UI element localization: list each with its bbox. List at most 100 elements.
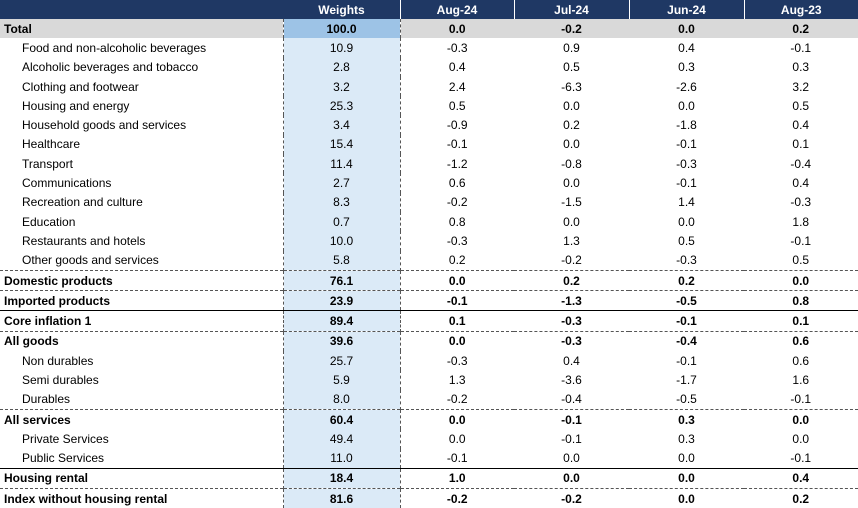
table-row: Index without housing rental 81.6 -0.2 -0.2… [0, 488, 858, 508]
weight-cell: 25.7 [282, 351, 400, 371]
aug-23-cell: 1.8 [744, 211, 858, 232]
jun-24-cell: -0.1 [676, 353, 697, 368]
weight-cell: 39.6 [282, 330, 400, 352]
weight-cell: 100.0 [282, 19, 400, 39]
weight-cell: 10.9 [282, 38, 400, 58]
jul-24-cell: -3.6 [561, 372, 582, 387]
jun-24-cell: 0.0 [629, 19, 744, 39]
header-row: Weights Aug-24 Jul-24 Jun-24 Aug-23 [0, 0, 858, 19]
weight-cell: 11.0 [282, 448, 400, 469]
jun-24-cell: -0.1 [629, 310, 744, 332]
table-row: Recreation and culture 8.3 -0.2 -1.5 1.4 -0.3 [0, 192, 858, 212]
header-aug-23: Aug-23 [744, 0, 858, 19]
weight-cell: 23.9 [282, 290, 400, 311]
jul-24-cell: -1.3 [514, 290, 629, 311]
weight-cell: 18.4 [282, 467, 400, 489]
aug-23-cell: 0.5 [744, 96, 858, 116]
table-row: Housing rental 18.4 1.0 0.0 0.0 0.4 [0, 467, 858, 489]
jul-24-cell: 0.0 [563, 176, 580, 191]
aug-24-cell: 0.4 [399, 57, 514, 77]
row-label: Imported products [0, 290, 283, 311]
row-label: Core inflation 1 [0, 310, 283, 332]
row-label: Transport [22, 156, 73, 171]
weight-cell: 5.9 [282, 370, 400, 390]
aug-23-cell: 0.0 [744, 408, 858, 430]
row-label: Non durables [22, 353, 94, 368]
jul-24-cell: 0.4 [563, 353, 580, 368]
header-aug-24: Aug-24 [400, 0, 515, 19]
aug-24-cell: 0.5 [399, 96, 514, 116]
weight-cell: 11.4 [282, 154, 400, 174]
jun-24-cell: 0.4 [678, 40, 695, 55]
aug-23-cell: -0.3 [744, 192, 858, 212]
row-label: All services [0, 408, 283, 430]
weight-cell: 0.7 [282, 211, 400, 232]
row-label: Restaurants and hotels [22, 233, 146, 248]
aug-24-cell: -0.3 [399, 231, 514, 251]
row-label: Food and non-alcoholic beverages [22, 40, 207, 55]
aug-23-cell: -0.1 [744, 448, 858, 469]
jun-24-cell: 0.5 [678, 233, 695, 248]
jun-24-cell: 0.0 [678, 451, 695, 466]
header-label [0, 0, 284, 19]
aug-24-cell: -0.2 [399, 389, 514, 410]
table-row: Housing and energy 25.3 0.5 0.0 0.0 0.5 [0, 96, 858, 116]
table-row: Durables 8.0 -0.2 -0.4 -0.5 -0.1 [0, 389, 858, 410]
row-label: Healthcare [22, 137, 81, 152]
row-label: Other goods and services [22, 253, 159, 268]
jul-24-cell: -0.2 [561, 253, 582, 268]
aug-23-cell: 0.8 [744, 290, 858, 311]
aug-24-cell: 0.8 [399, 211, 514, 232]
weight-cell: 10.0 [282, 231, 400, 251]
aug-23-cell: 0.6 [744, 330, 858, 352]
aug-23-cell: 0.5 [744, 250, 858, 271]
weight-cell: 3.2 [282, 76, 400, 97]
aug-23-cell: 3.2 [744, 76, 858, 97]
aug-24-cell: 0.0 [399, 269, 514, 291]
aug-23-cell: 0.1 [744, 134, 858, 155]
table-row: Alcoholic beverages and tobacco 2.8 0.4 0.5… [0, 57, 858, 77]
weight-cell: 89.4 [282, 310, 400, 332]
aug-24-cell: -0.1 [399, 134, 514, 155]
row-label: Semi durables [22, 372, 99, 387]
aug-23-cell: 0.2 [744, 488, 858, 508]
table-row: Household goods and services 3.4 -0.9 0.2 -1… [0, 115, 858, 135]
jun-24-cell: 1.4 [678, 195, 695, 210]
row-label: Communications [22, 176, 112, 191]
weight-cell: 2.8 [282, 57, 400, 77]
aug-24-cell: 0.0 [399, 330, 514, 352]
aug-23-cell: 0.4 [744, 467, 858, 489]
jun-24-cell: 0.3 [678, 60, 695, 75]
jun-24-cell: -1.8 [676, 118, 697, 133]
aug-24-cell: 0.0 [399, 429, 514, 449]
row-label: Education [22, 214, 76, 229]
aug-24-cell: -0.2 [399, 192, 514, 212]
jul-24-cell: -0.2 [514, 488, 629, 508]
header-jun-24: Jun-24 [629, 0, 745, 19]
table-row: Total 100.0 0.0 -0.2 0.0 0.2 [0, 19, 858, 39]
jun-24-cell: 0.0 [629, 467, 744, 489]
row-label: Durables [22, 392, 71, 407]
aug-23-cell: 0.0 [744, 429, 858, 449]
row-label: Total [0, 19, 283, 39]
jun-24-cell: 0.0 [678, 214, 695, 229]
jul-24-cell: -6.3 [561, 79, 582, 94]
jun-24-cell: -0.1 [676, 137, 697, 152]
weight-cell: 8.0 [282, 389, 400, 410]
aug-24-cell: 0.2 [399, 250, 514, 271]
row-label: Private Services [22, 431, 109, 446]
aug-23-cell: 0.4 [744, 173, 858, 193]
table-row: Imported products 23.9 -0.1 -1.3 -0.5 0.8 [0, 290, 858, 311]
jun-24-cell: -0.5 [629, 290, 744, 311]
aug-24-cell: 0.0 [399, 19, 514, 39]
header-jul-24: Jul-24 [514, 0, 630, 19]
jul-24-cell: 0.2 [514, 269, 629, 291]
aug-23-cell: 0.1 [744, 310, 858, 332]
weight-cell: 15.4 [282, 134, 400, 155]
jul-24-cell: -0.3 [514, 330, 629, 352]
weight-cell: 60.4 [282, 408, 400, 430]
table-row: Education 0.7 0.8 0.0 0.0 1.8 [0, 211, 858, 232]
table-row: All services 60.4 0.0 -0.1 0.3 0.0 [0, 408, 858, 430]
jul-24-cell: 0.0 [563, 214, 580, 229]
